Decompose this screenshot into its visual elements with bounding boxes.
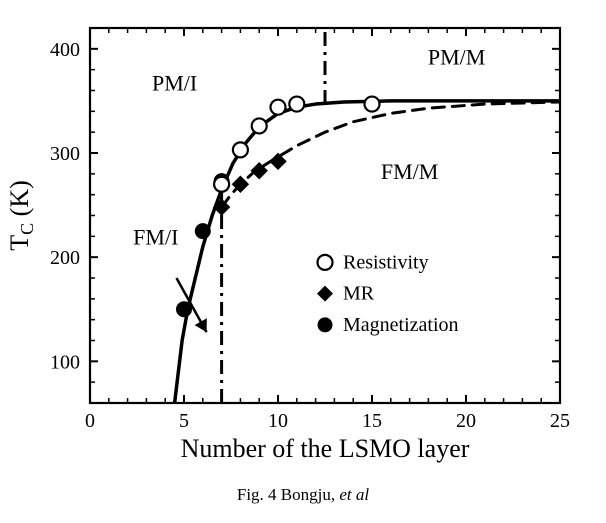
resistivity-point	[252, 118, 267, 133]
legend-label: Resistivity	[343, 251, 429, 273]
x-tick-label: 0	[85, 410, 95, 432]
legend-marker-diamond	[317, 286, 333, 302]
resistivity-point	[289, 97, 304, 112]
region-label: PM/M	[428, 44, 485, 69]
region-label: PM/I	[152, 71, 197, 96]
resistivity-point	[271, 100, 286, 115]
resistivity-point	[233, 142, 248, 157]
y-tick-label: 300	[50, 143, 80, 165]
region-label: FM/M	[381, 159, 438, 184]
magnetization-point	[195, 224, 210, 239]
legend-marker-open-circle	[318, 255, 333, 270]
legend-marker-filled-circle	[318, 317, 333, 332]
y-axis-label: TC (K)	[5, 180, 37, 251]
x-tick-label: 20	[456, 410, 476, 432]
legend-label: MR	[343, 283, 375, 305]
legend-label: Magnetization	[343, 314, 459, 336]
x-tick-label: 15	[362, 410, 382, 432]
resistivity-point	[365, 97, 380, 112]
y-tick-label: 400	[50, 39, 80, 61]
mr-point	[270, 153, 286, 169]
figure-caption: Fig. 4 Bongju, et al	[237, 485, 370, 504]
resistivity-point	[214, 177, 229, 192]
y-tick-label: 200	[50, 247, 80, 269]
region-label: FM/I	[133, 225, 178, 250]
x-tick-label: 25	[550, 410, 570, 432]
magnetization-point	[177, 302, 192, 317]
figure-container: 0 5 10 15 20 25 100 200 300 400 Number of the LSMO…	[0, 0, 606, 523]
x-tick-label: 10	[268, 410, 288, 432]
x-tick-label: 5	[179, 410, 189, 432]
x-axis-label: Number of the LSMO layer	[181, 434, 470, 463]
y-tick-label: 100	[50, 351, 80, 373]
phase-diagram-chart: 0 5 10 15 20 25 100 200 300 400 Number of the LSMO…	[0, 0, 606, 523]
